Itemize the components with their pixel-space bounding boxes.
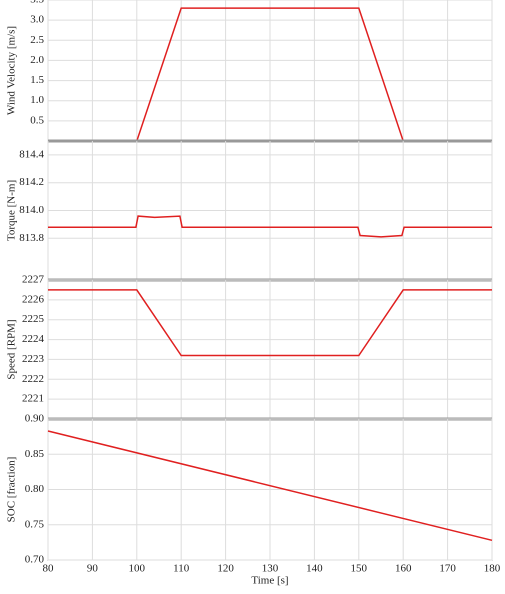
data-line [48, 215, 492, 238]
x-tick-label: 80 [43, 563, 55, 575]
y-tick-label: 0.80 [25, 483, 45, 495]
data-line [48, 289, 492, 357]
y-tick-label: 814.0 [19, 204, 44, 216]
y-tick-label: 2224 [22, 333, 45, 345]
x-tick-label: 120 [217, 563, 234, 575]
x-tick-label: 170 [439, 563, 456, 575]
x-tick-label: 110 [173, 563, 190, 575]
y-axis-label: Speed [RPM] [6, 319, 18, 379]
y-tick-label: 2.5 [30, 34, 44, 46]
x-tick-label: 90 [87, 563, 99, 575]
x-axis-label: Time [s] [251, 575, 288, 587]
data-line [47, 430, 493, 542]
y-tick-label: 2227 [22, 274, 45, 286]
y-tick-label: 814.2 [19, 176, 44, 188]
y-tick-label: 2222 [22, 373, 44, 385]
y-axis-label: Torque [N-m] [6, 180, 18, 241]
x-tick-label: 150 [351, 563, 368, 575]
y-tick-label: 2221 [22, 393, 44, 405]
y-tick-label: 0.85 [25, 448, 45, 460]
x-tick-label: 140 [306, 563, 323, 575]
y-tick-label: 2225 [22, 313, 45, 325]
y-tick-label: 3.0 [30, 14, 44, 26]
y-axis-label: SOC [fraction] [6, 457, 18, 523]
y-tick-label: 3.5 [30, 0, 44, 6]
y-tick-label: 2226 [22, 293, 45, 305]
y-tick-label: 0.90 [25, 413, 45, 425]
y-tick-label: 1.0 [30, 94, 44, 106]
x-tick-label: 130 [262, 563, 279, 575]
y-tick-label: 813.8 [19, 232, 44, 244]
y-tick-label: 0.75 [25, 518, 45, 530]
y-tick-label: 1.5 [30, 74, 44, 86]
y-tick-label: 814.4 [19, 148, 44, 160]
x-tick-label: 100 [129, 563, 146, 575]
y-tick-label: 0.70 [25, 554, 45, 566]
y-tick-label: 2.0 [30, 54, 44, 66]
x-tick-label: 160 [395, 563, 412, 575]
y-axis-label: Wind Velocity [m/s] [6, 26, 18, 115]
y-tick-label: 2223 [22, 353, 45, 365]
y-tick-label: 0.5 [30, 114, 44, 126]
x-tick-label: 180 [484, 563, 501, 575]
